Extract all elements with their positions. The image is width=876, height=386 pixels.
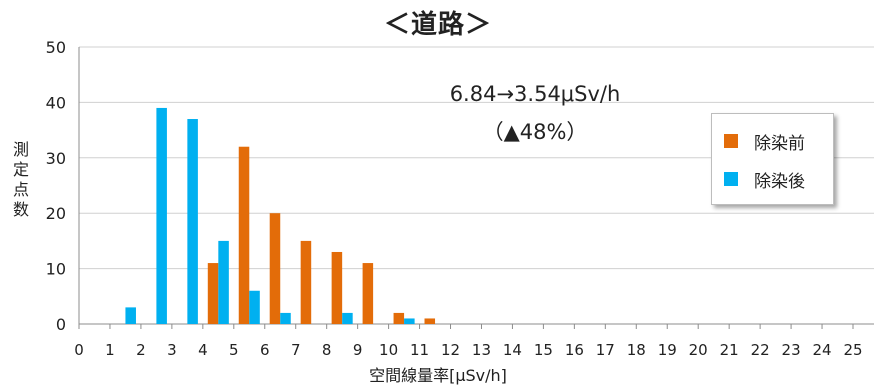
x-tick-label: 16 [565, 341, 584, 359]
x-tick-label: 2 [136, 341, 146, 359]
x-tick-label: 0 [74, 341, 84, 359]
x-tick-label: 4 [198, 341, 208, 359]
bar-after [187, 119, 198, 325]
annotation-dose-change: 6.84→3.54μSv/h [449, 82, 621, 106]
bar-before [269, 213, 281, 324]
bar-after [156, 107, 167, 324]
x-tick-label: 22 [751, 341, 770, 359]
bar-after [125, 307, 136, 324]
legend-swatch-after [724, 172, 738, 186]
x-tick-label: 19 [658, 341, 677, 359]
y-tick-label: 10 [46, 260, 66, 279]
x-tick-label: 6 [260, 341, 270, 359]
x-tick-label: 11 [410, 341, 429, 359]
x-tick-label: 20 [689, 341, 708, 359]
x-tick-label: 7 [291, 341, 301, 359]
bar-before [207, 263, 219, 324]
legend-label-before: 除染前 [754, 133, 805, 154]
x-tick-label: 5 [229, 341, 239, 359]
x-tick-label: 8 [322, 341, 332, 359]
legend-label-after: 除染後 [754, 171, 805, 192]
bar-after [404, 318, 415, 324]
x-tick-label: 25 [843, 341, 862, 359]
x-tick-label: 24 [812, 341, 831, 359]
bar-before [331, 251, 343, 324]
chart-title: ＜道路＞ [383, 10, 492, 40]
x-tick-label: 17 [596, 341, 615, 359]
x-tick-label: 21 [720, 341, 739, 359]
bar-after [249, 290, 260, 324]
bar-before [393, 312, 405, 324]
legend-item-after: 除染後 [724, 167, 805, 192]
bar-before [238, 146, 250, 324]
y-tick-label: 30 [46, 149, 66, 168]
annotation-reduction-rate: （▲48%） [482, 120, 588, 144]
bar-after [280, 312, 291, 324]
bar-after [342, 312, 353, 324]
y-axis-label-char: 定 [12, 160, 29, 179]
x-tick-label: 13 [472, 341, 491, 359]
y-tick-label: 20 [46, 204, 66, 223]
bar-before [424, 318, 436, 324]
y-axis-label-char: 数 [12, 200, 29, 219]
y-tick-label: 0 [56, 315, 66, 334]
x-tick-label: 1 [105, 341, 115, 359]
x-tick-label: 12 [441, 341, 460, 359]
y-tick-label: 40 [46, 93, 66, 112]
y-axis-label: 測定点数 [11, 140, 31, 220]
x-axis-label: 空間線量率[μSv/h] [369, 366, 507, 385]
bar-before [300, 240, 312, 324]
x-tick-label: 10 [379, 341, 398, 359]
legend-swatch-before [724, 134, 738, 148]
bar-after [218, 240, 229, 324]
y-axis-label-char: 測 [12, 140, 29, 159]
x-tick-label: 3 [167, 341, 177, 359]
y-tick-label: 50 [46, 38, 66, 57]
y-axis-label-char: 点 [12, 180, 29, 199]
x-tick-label: 15 [534, 341, 553, 359]
x-tick-label: 14 [503, 341, 522, 359]
x-tick-label: 23 [782, 341, 801, 359]
x-tick-label: 18 [627, 341, 646, 359]
bar-before [362, 263, 374, 324]
legend-item-before: 除染前 [724, 129, 805, 154]
chart-legend: 除染前 除染後 [711, 113, 834, 205]
x-tick-label: 9 [353, 341, 363, 359]
